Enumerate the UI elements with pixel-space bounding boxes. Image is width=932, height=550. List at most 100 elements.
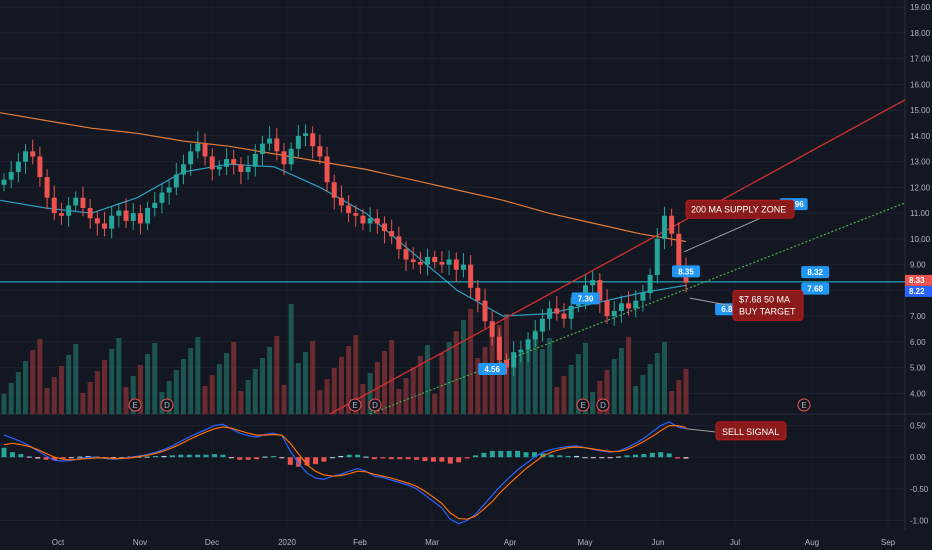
candle-body — [618, 303, 624, 311]
volume-bar — [604, 370, 610, 414]
annotation-supply-zone-label: 200 MA SUPPLY ZONE — [691, 204, 786, 214]
macd-histogram-bar — [195, 454, 201, 458]
axes: 19.00 18.00 17.00 16.00 15.00 14.00 13.00 12.00… — [52, 3, 932, 547]
event-marker[interactable] — [348, 398, 362, 412]
volume-bar — [353, 335, 359, 414]
macd-histogram-bar — [624, 455, 630, 458]
macd-tick-label: 0.00 — [910, 453, 926, 462]
time-tick-label: Jul — [730, 538, 740, 547]
volume-bar — [259, 358, 265, 414]
candle-body — [511, 352, 517, 368]
volume-bar — [195, 337, 201, 414]
macd-histogram-bar — [590, 457, 596, 459]
candle-body — [15, 161, 21, 172]
macd-histogram-bar — [43, 457, 49, 460]
event-marker[interactable] — [596, 398, 610, 412]
price-tag-label: 6.88 — [721, 305, 737, 314]
candle-body — [432, 256, 438, 263]
volume-bar — [317, 390, 323, 414]
volume-bar — [116, 338, 122, 414]
upper-trendline — [329, 99, 906, 415]
event-marker[interactable] — [128, 398, 142, 412]
macd-histogram-bar — [338, 455, 344, 458]
volume-bar — [417, 356, 423, 414]
volume-bar — [381, 351, 387, 414]
price-tag — [571, 292, 600, 305]
candle-body — [367, 218, 373, 224]
volume-bar — [568, 365, 574, 414]
candle-body — [288, 148, 294, 165]
volume-bar — [446, 342, 452, 414]
macd-histogram-bar — [203, 454, 209, 458]
annotation-sell-signal — [715, 421, 787, 441]
candle-body — [597, 280, 603, 301]
price-tick-label: 10.00 — [910, 235, 931, 244]
candle-body — [195, 143, 201, 152]
volume-bar — [51, 377, 57, 414]
volume-bar — [432, 394, 438, 414]
macd-histogram-bar — [355, 454, 361, 458]
volume-bar — [202, 386, 208, 414]
volume-bar — [188, 348, 194, 414]
macd-histogram-bar — [153, 455, 159, 458]
macd-histogram-bar — [363, 456, 369, 458]
event-marker[interactable] — [576, 398, 590, 412]
macd-histogram-bar — [658, 452, 664, 458]
price-tick-label: 4.00 — [910, 389, 926, 398]
volume-bar — [37, 339, 43, 414]
annotation-pointer — [685, 428, 716, 433]
event-marker[interactable] — [368, 398, 382, 412]
candle-body — [403, 249, 409, 260]
volume-bar — [8, 383, 14, 414]
candle-body — [66, 205, 72, 216]
candle-body — [245, 166, 251, 172]
price-tag-label: 4.56 — [484, 365, 500, 374]
candle-body — [611, 311, 617, 317]
macd-panel — [1, 421, 689, 525]
price-tag — [801, 266, 830, 279]
macd-histogram-bar — [1, 447, 7, 458]
macd-histogram-bar — [481, 452, 487, 458]
volume-bar — [525, 341, 531, 414]
event-marker[interactable] — [797, 398, 811, 412]
macd-histogram-bar — [52, 457, 58, 461]
macd-histogram-bar — [380, 457, 386, 459]
volume-bar — [590, 392, 596, 414]
candle-body — [482, 300, 488, 322]
candle-body — [504, 359, 510, 368]
price-tick-label: 14.00 — [910, 132, 931, 141]
macd-histogram-bar — [548, 454, 554, 458]
volume-bar — [539, 349, 545, 414]
candle-body — [224, 159, 230, 167]
volume-bar — [274, 336, 280, 414]
candle-body — [267, 138, 273, 144]
time-tick-label: Aug — [805, 538, 819, 547]
volume-bar — [15, 372, 21, 414]
candle-body — [331, 182, 337, 198]
volume-bar — [109, 349, 115, 414]
volume-bar — [618, 348, 624, 414]
volume-bar — [231, 342, 237, 414]
macd-histogram-bar — [329, 457, 335, 459]
candle-body — [281, 151, 287, 165]
time-tick-label: Feb — [353, 538, 367, 547]
volume-bar — [224, 353, 230, 414]
candle-body — [51, 197, 57, 214]
volume-bar — [661, 342, 667, 414]
candle-body — [8, 171, 14, 180]
volume-bar — [267, 347, 273, 414]
macd-histogram-bar — [228, 457, 234, 459]
event-marker[interactable] — [160, 398, 174, 412]
macd-histogram-bar — [371, 457, 377, 460]
volume-bar — [647, 364, 653, 414]
volume-bar — [245, 380, 251, 414]
candle-body — [216, 166, 222, 170]
event-marker-label: E — [352, 401, 357, 410]
last-price-badge — [905, 274, 932, 286]
price-tick-label: 9.00 — [910, 261, 926, 270]
macd-histogram-bar — [439, 457, 445, 462]
macd-histogram-bar — [296, 457, 302, 467]
macd-histogram-bar — [169, 455, 175, 458]
